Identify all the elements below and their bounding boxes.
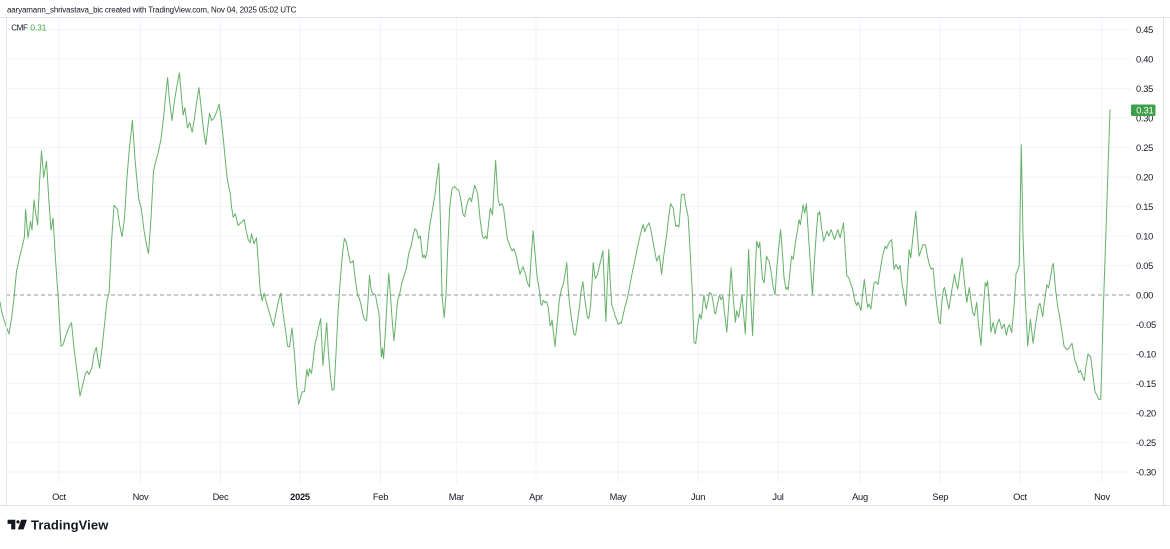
svg-text:May: May bbox=[610, 492, 627, 502]
svg-text:Sep: Sep bbox=[932, 492, 948, 502]
svg-text:Oct: Oct bbox=[1013, 492, 1027, 502]
svg-text:0.45: 0.45 bbox=[1136, 25, 1153, 35]
svg-text:-0.20: -0.20 bbox=[1136, 408, 1156, 418]
svg-text:0.00: 0.00 bbox=[1136, 290, 1153, 300]
svg-text:Oct: Oct bbox=[52, 492, 66, 502]
svg-text:0.25: 0.25 bbox=[1136, 143, 1153, 153]
svg-text:-0.30: -0.30 bbox=[1136, 467, 1156, 477]
svg-text:Aug: Aug bbox=[852, 492, 868, 502]
svg-text:-0.25: -0.25 bbox=[1136, 438, 1156, 448]
svg-text:Nov: Nov bbox=[133, 492, 149, 502]
svg-text:0.40: 0.40 bbox=[1136, 54, 1153, 64]
svg-text:0.05: 0.05 bbox=[1136, 261, 1153, 271]
svg-text:Feb: Feb bbox=[373, 492, 388, 502]
svg-text:Dec: Dec bbox=[213, 492, 229, 502]
svg-text:0.30: 0.30 bbox=[1136, 113, 1153, 123]
svg-text:aaryamann_shrivastava_bic crea: aaryamann_shrivastava_bic created with T… bbox=[7, 6, 297, 15]
svg-text:Jul: Jul bbox=[772, 492, 783, 502]
svg-text:-0.15: -0.15 bbox=[1136, 379, 1156, 389]
svg-text:0.10: 0.10 bbox=[1136, 231, 1153, 241]
svg-text:Apr: Apr bbox=[529, 492, 543, 502]
svg-text:0.15: 0.15 bbox=[1136, 202, 1153, 212]
svg-text:0.35: 0.35 bbox=[1136, 84, 1153, 94]
svg-text:TradingView: TradingView bbox=[31, 518, 109, 533]
svg-text:Nov: Nov bbox=[1094, 492, 1110, 502]
svg-text:2025: 2025 bbox=[290, 492, 310, 502]
svg-text:-0.10: -0.10 bbox=[1136, 349, 1156, 359]
svg-text:0.31: 0.31 bbox=[30, 23, 46, 33]
svg-text:Jun: Jun bbox=[691, 492, 705, 502]
svg-text:0.31: 0.31 bbox=[1136, 106, 1153, 116]
svg-text:Mar: Mar bbox=[449, 492, 464, 502]
svg-text:0.20: 0.20 bbox=[1136, 172, 1153, 182]
svg-text:CMF: CMF bbox=[11, 24, 28, 33]
svg-text:-0.05: -0.05 bbox=[1136, 320, 1156, 330]
